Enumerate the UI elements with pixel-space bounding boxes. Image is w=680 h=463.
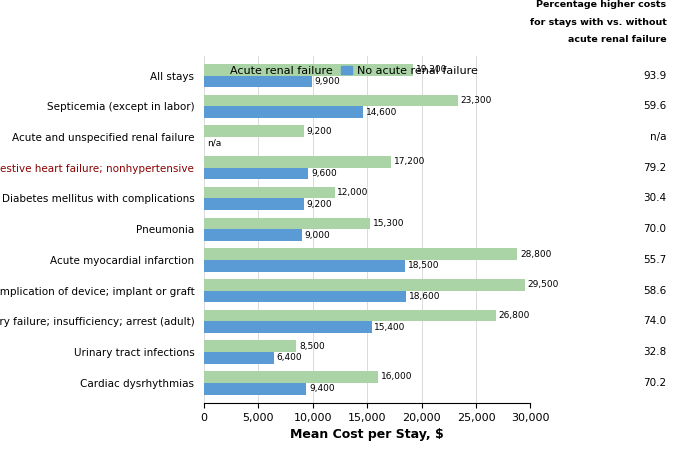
Text: 6,400: 6,400 — [276, 353, 302, 363]
Text: 15,300: 15,300 — [373, 219, 405, 228]
Bar — [204, 279, 525, 291]
Text: 23,300: 23,300 — [460, 96, 492, 105]
Text: 93.9: 93.9 — [643, 70, 666, 81]
Bar — [204, 229, 302, 241]
Text: 9,400: 9,400 — [309, 384, 335, 393]
Bar — [204, 156, 391, 168]
Bar — [204, 106, 363, 118]
Text: n/a: n/a — [207, 138, 221, 147]
Text: 55.7: 55.7 — [643, 255, 666, 265]
Bar — [204, 340, 296, 352]
Text: for stays with vs. without: for stays with vs. without — [530, 18, 666, 27]
Text: 26,800: 26,800 — [498, 311, 530, 320]
Text: 12,000: 12,000 — [337, 188, 369, 197]
Text: 28,800: 28,800 — [520, 250, 551, 258]
Text: 70.0: 70.0 — [643, 224, 666, 234]
Text: 14,600: 14,600 — [366, 107, 397, 117]
Text: 30.4: 30.4 — [643, 194, 666, 203]
Bar — [204, 310, 496, 321]
Text: 29,500: 29,500 — [528, 280, 559, 289]
Bar — [204, 64, 413, 75]
Text: 16,000: 16,000 — [381, 373, 412, 382]
Text: 18,500: 18,500 — [408, 261, 439, 270]
Text: n/a: n/a — [650, 132, 666, 142]
Bar — [204, 218, 371, 229]
Text: 59.6: 59.6 — [643, 101, 666, 111]
X-axis label: Mean Cost per Stay, $: Mean Cost per Stay, $ — [290, 428, 444, 441]
Bar — [204, 291, 407, 302]
Text: 32.8: 32.8 — [643, 347, 666, 357]
Bar — [204, 383, 306, 394]
Bar — [204, 94, 458, 106]
Text: 58.6: 58.6 — [643, 286, 666, 296]
Bar — [204, 371, 378, 383]
Text: 9,600: 9,600 — [311, 169, 337, 178]
Text: 19,200: 19,200 — [415, 65, 447, 74]
Text: 74.0: 74.0 — [643, 316, 666, 326]
Text: Percentage higher costs: Percentage higher costs — [537, 0, 666, 9]
Text: acute renal failure: acute renal failure — [568, 36, 666, 44]
Text: 9,200: 9,200 — [307, 200, 333, 209]
Bar — [204, 199, 304, 210]
Bar — [204, 168, 309, 179]
Text: 9,200: 9,200 — [307, 127, 333, 136]
Bar — [204, 187, 335, 199]
Bar — [204, 260, 405, 272]
Bar — [204, 125, 304, 137]
Text: 9,000: 9,000 — [305, 231, 330, 239]
Text: 9,900: 9,900 — [314, 77, 340, 86]
Bar — [204, 248, 517, 260]
Text: 70.2: 70.2 — [643, 378, 666, 388]
Text: 18,600: 18,600 — [409, 292, 441, 301]
Legend: Acute renal failure, No acute renal failure: Acute renal failure, No acute renal fail… — [209, 61, 482, 80]
Text: 8,500: 8,500 — [299, 342, 325, 351]
Text: 17,200: 17,200 — [394, 157, 425, 166]
Text: 15,400: 15,400 — [374, 323, 406, 332]
Bar — [204, 75, 311, 87]
Text: 79.2: 79.2 — [643, 163, 666, 173]
Bar — [204, 352, 273, 364]
Bar — [204, 321, 371, 333]
